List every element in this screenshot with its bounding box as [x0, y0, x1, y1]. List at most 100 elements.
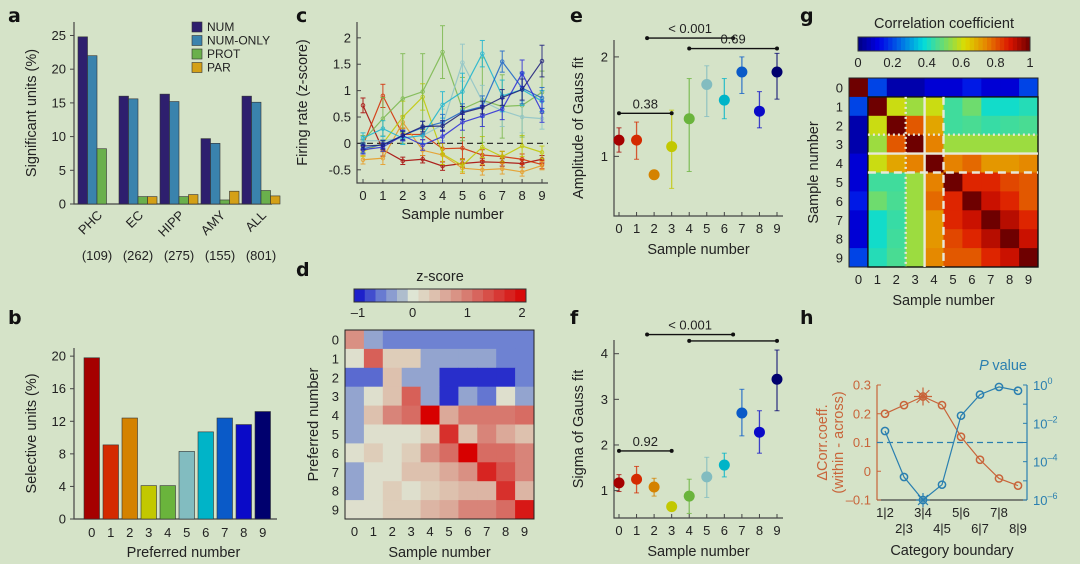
colorbar-segment	[870, 37, 876, 51]
cell-9-0	[345, 500, 365, 520]
cell-5-9	[1019, 172, 1039, 192]
cell-7-7	[981, 210, 1001, 230]
y-tick-label: 1	[601, 483, 608, 498]
series-line	[362, 52, 543, 139]
bar-8	[235, 424, 252, 520]
y-axis-label-2: (within - across)	[831, 391, 847, 493]
cell-4-6	[962, 153, 982, 173]
data-point	[480, 51, 485, 56]
colorbar-segment	[926, 37, 932, 51]
cell-0-4	[420, 330, 440, 350]
x-axis-label: Preferred number	[127, 545, 241, 561]
cell-3-8	[1000, 134, 1020, 154]
cell-5-5	[943, 172, 963, 192]
bracket-end	[731, 332, 736, 337]
colorbar-segment	[407, 289, 419, 302]
data-point	[460, 60, 465, 65]
cell-8-7	[981, 229, 1001, 249]
x-tick-label: 7	[987, 272, 994, 287]
cell-7-4	[924, 210, 944, 230]
colorbar-segment	[504, 289, 516, 302]
cell-5-0	[345, 424, 365, 444]
min-p-star-ray	[917, 494, 929, 506]
cell-7-2	[886, 210, 907, 230]
colorbar-tick-label: 0.6	[952, 55, 970, 70]
cell-1-7	[981, 96, 1001, 117]
p-value-label: 0.92	[633, 434, 658, 449]
cell-0-0	[849, 78, 869, 98]
series-line	[362, 71, 543, 151]
data-point	[480, 167, 485, 173]
x-tick-label: 0	[88, 525, 95, 540]
cell-9-6	[458, 500, 478, 520]
cell-5-5	[439, 424, 459, 444]
colorbar-segment	[913, 37, 919, 51]
cell-8-0	[345, 481, 365, 501]
cell-1-0	[345, 348, 365, 369]
x-tick-label: HIPP	[155, 208, 187, 240]
bar-EC-NUM-ONLY	[128, 98, 139, 205]
y-tick-label: 9	[332, 503, 339, 518]
x-axis-label: Sample number	[401, 207, 504, 223]
p-value-point	[880, 426, 890, 436]
left-tick-label: 0	[864, 464, 871, 479]
bar-1	[102, 444, 119, 520]
cell-6-6	[458, 443, 478, 463]
cell-7-4	[420, 462, 440, 482]
y-tick-label: 2	[601, 49, 608, 64]
x-tick-label: 5|6	[952, 505, 970, 520]
cell-8-2	[886, 229, 907, 249]
p-value-line	[884, 386, 1019, 501]
x-tick-label: AMY	[198, 207, 229, 238]
cell-9-3	[401, 500, 421, 520]
cell-1-5	[943, 96, 963, 117]
cell-2-7	[477, 367, 497, 388]
cell-0-8	[1000, 78, 1020, 98]
colorbar-segment	[892, 37, 898, 51]
cell-4-2	[886, 153, 907, 173]
x-tick-label: 1	[633, 221, 640, 236]
cell-9-7	[477, 500, 497, 520]
y-tick-label: 0	[59, 197, 66, 212]
bar-AMY-NUM	[200, 138, 211, 205]
y-tick-label: 4	[836, 156, 843, 171]
x-tick-label: ALL	[242, 208, 269, 235]
series-pref-9	[360, 44, 545, 150]
data-point-9	[771, 66, 783, 78]
x-tick-label: 2|3	[895, 521, 913, 536]
right-tick-label: 100	[1033, 376, 1052, 393]
y-tick-label: 16	[52, 381, 66, 396]
x-tick-label: 5	[703, 221, 710, 236]
colorbar-tick-label: 0.2	[883, 55, 901, 70]
x-tick-label: 0	[855, 272, 862, 287]
y-tick-label: 2	[332, 370, 339, 385]
x-tick-label: 8	[240, 525, 247, 540]
y-tick-label: 5	[836, 175, 843, 190]
cell-3-2	[382, 386, 403, 406]
bar-HIPP-PROT	[178, 196, 189, 205]
cell-3-4	[924, 134, 944, 154]
data-point	[499, 95, 505, 100]
cell-8-2	[382, 481, 403, 501]
bar-6	[197, 431, 214, 520]
data-point-4	[683, 490, 695, 502]
p-value-label: < 0.001	[668, 318, 712, 333]
colorbar-segment	[364, 289, 376, 302]
cell-9-5	[943, 248, 963, 268]
cell-6-9	[1019, 191, 1039, 211]
colorbar-segment	[875, 37, 880, 51]
x-tick-label: 4	[686, 221, 693, 236]
cell-3-1	[363, 386, 384, 406]
x-tick-label: 7|8	[990, 505, 1008, 520]
cell-0-3	[401, 330, 421, 350]
cell-5-0	[849, 172, 869, 192]
x-tick-label: 8	[756, 523, 763, 538]
data-point-2	[648, 169, 660, 181]
x-axis-label: Sample number	[388, 545, 491, 561]
bar-ALL-PROT	[260, 190, 271, 205]
y-tick-label: 1	[836, 99, 843, 114]
cell-1-7	[477, 348, 497, 369]
y-tick-label: 7	[836, 213, 843, 228]
